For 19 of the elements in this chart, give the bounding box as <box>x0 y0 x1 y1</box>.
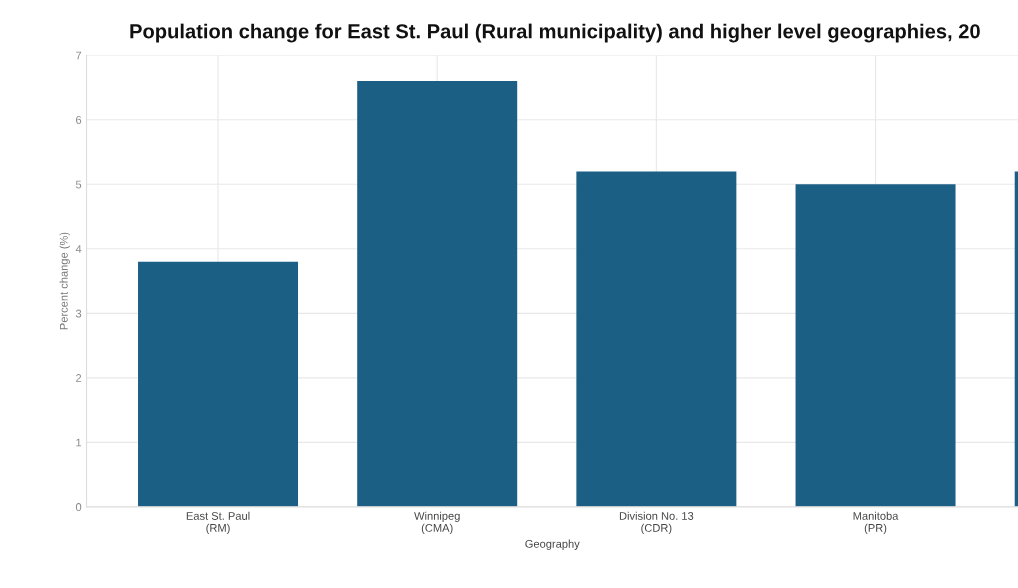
y-tick-label: 5 <box>75 180 82 189</box>
y-tick-label: 1 <box>76 438 82 447</box>
y-tick-label: 0 <box>75 503 82 511</box>
bar <box>138 261 299 507</box>
x-tick-label: Manitoba (PR) <box>853 511 899 535</box>
y-tick-label: 7 <box>76 51 82 60</box>
y-axis-title: Percent change (%) <box>59 232 70 330</box>
chart-title: Population change for East St. Paul (Rural municipality) and higher level geographies, 20 <box>130 23 980 43</box>
y-tick-label: 2 <box>76 374 82 382</box>
x-tick-label: Division No. 13 (CDR) <box>619 511 694 535</box>
bar <box>576 171 737 507</box>
bar <box>357 81 518 507</box>
y-tick-label: 4 <box>75 245 82 253</box>
y-tick-label: 3 <box>75 309 82 318</box>
y-tick-label: 6 <box>76 116 82 124</box>
x-tick-label: East St. Paul (RM) <box>186 511 250 535</box>
bar <box>795 184 956 507</box>
x-tick-label: Winnipeg (CMA) <box>414 511 460 535</box>
x-axis-title: Geography <box>525 539 580 550</box>
